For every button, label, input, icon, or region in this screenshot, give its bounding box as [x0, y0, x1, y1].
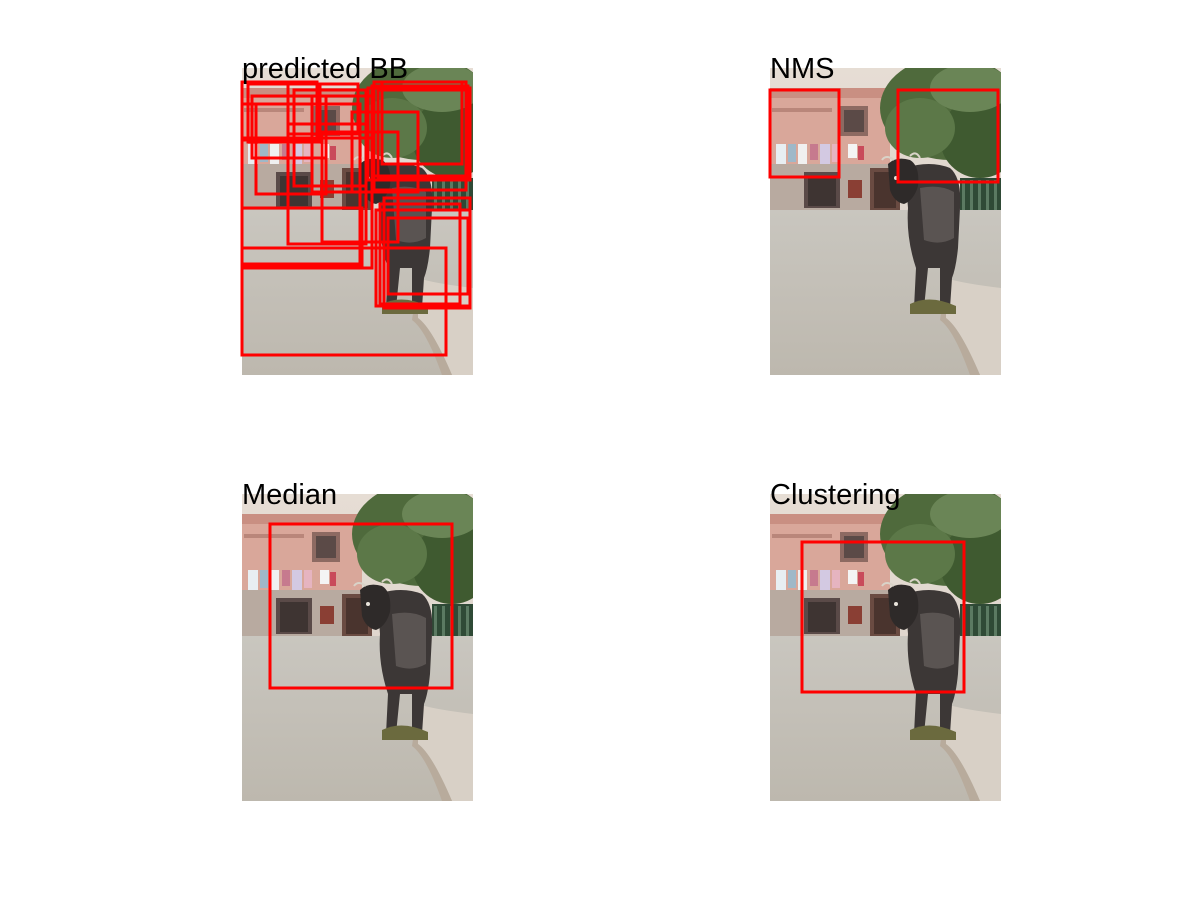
bounding-box [246, 82, 322, 144]
panel-title: predicted BB [242, 53, 409, 85]
bounding-boxes [240, 80, 472, 357]
bounding-box [800, 540, 966, 694]
bounding-box [378, 202, 462, 306]
panel-median: Median [242, 480, 473, 801]
bounding-box [366, 86, 472, 182]
bounding-box [350, 110, 420, 194]
bounding-box [268, 522, 454, 690]
panel-nms: NMS [768, 54, 1001, 375]
bounding-box [240, 206, 364, 268]
bounding-box [372, 80, 468, 192]
bounding-box [376, 88, 470, 180]
bounding-box [240, 136, 374, 270]
bounding-boxes [268, 522, 454, 690]
panel-title: NMS [770, 53, 835, 85]
panel-clustering: Clustering [770, 480, 1001, 801]
bounding-box [240, 102, 362, 266]
panel-title: Clustering [770, 479, 901, 511]
bounding-box [240, 246, 448, 357]
panel-predicted-bb: predicted BB [240, 54, 473, 375]
bounding-box [286, 122, 368, 246]
bounding-boxes [800, 540, 966, 694]
bounding-box [374, 208, 472, 308]
bounding-box [768, 88, 841, 179]
bounding-boxes [768, 88, 1000, 184]
bounding-box [386, 216, 470, 296]
panel-title: Median [242, 479, 338, 511]
bounding-box [380, 80, 464, 166]
bounding-box [896, 88, 1000, 184]
